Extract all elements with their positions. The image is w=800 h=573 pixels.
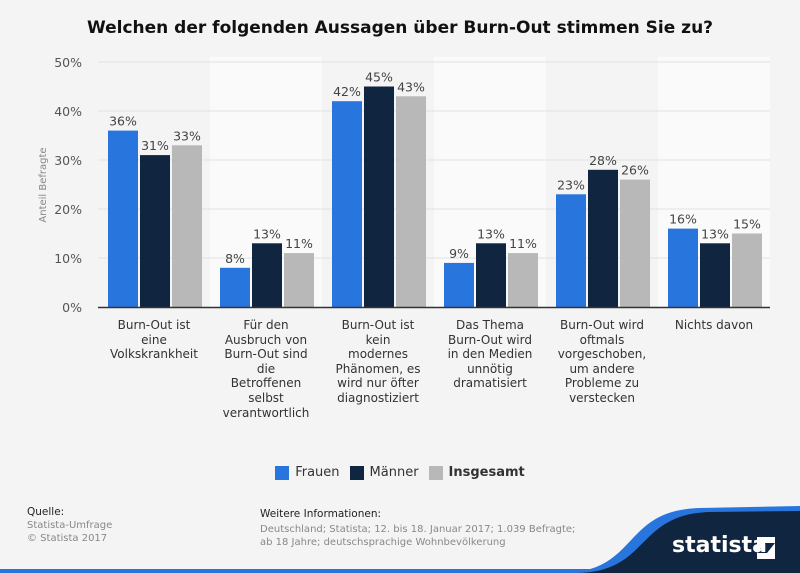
legend-label: Männer [369, 465, 419, 480]
data-label: 15% [733, 217, 761, 232]
chart-title: Welchen der folgenden Aussagen über Burn… [86, 18, 714, 38]
statista-logo: statista [672, 533, 767, 558]
legend-swatch [275, 465, 290, 480]
statista-logo-icon [757, 537, 775, 559]
legend-label: Frauen [295, 465, 340, 480]
y-tick-label: 20% [54, 202, 82, 217]
data-label: 43% [397, 79, 425, 94]
info-label: Weitere Informationen: [260, 508, 382, 520]
bar-frauen[interactable] [444, 262, 474, 307]
bar-männer[interactable] [364, 86, 394, 308]
x-category-label: Burn-Out wird oftmals vorgeschoben, um a… [557, 318, 647, 405]
data-label: 42% [333, 84, 361, 99]
x-category-label: Burn-Out ist eine Volkskrankheit [110, 318, 198, 362]
bar-frauen[interactable] [332, 101, 362, 307]
data-label: 36% [109, 114, 137, 129]
bar-frauen[interactable] [668, 228, 698, 307]
data-label: 31% [141, 138, 169, 153]
bar-männer[interactable] [588, 169, 618, 307]
bar-frauen[interactable] [220, 267, 250, 307]
bar-insgesamt[interactable] [620, 179, 650, 307]
bar-männer[interactable] [700, 243, 730, 307]
y-tick-label: 50% [54, 55, 82, 70]
x-category-label: Für den Ausbruch von Burn-Out sind die B… [222, 318, 310, 420]
data-label: 13% [253, 226, 281, 241]
data-label: 13% [477, 226, 505, 241]
copyright: © Statista 2017 [27, 533, 108, 544]
bar-männer[interactable] [140, 155, 170, 307]
legend-item-frauen[interactable]: Frauen [275, 465, 340, 480]
legend-item-insgesamt[interactable]: Insgesamt [428, 465, 525, 480]
bar-männer[interactable] [476, 243, 506, 307]
legend-item-männer[interactable]: Männer [349, 465, 419, 480]
bar-männer[interactable] [252, 243, 282, 307]
data-label: 8% [225, 251, 245, 266]
source-label: Quelle: [27, 506, 65, 518]
data-label: 11% [509, 236, 537, 251]
x-category-label: Nichts davon [674, 318, 754, 332]
bar-insgesamt[interactable] [172, 145, 202, 307]
legend: Frauen Männer Insgesamt [0, 465, 800, 480]
source-block: Quelle: Statista-Umfrage © Statista 2017 [27, 506, 112, 545]
data-label: 9% [449, 246, 469, 261]
data-label: 33% [173, 128, 201, 143]
y-axis-label: Anteil Befragte [38, 147, 49, 222]
data-label: 16% [669, 212, 697, 227]
bar-insgesamt[interactable] [396, 96, 426, 307]
data-label: 26% [621, 163, 649, 178]
bar-insgesamt[interactable] [508, 253, 538, 307]
x-category-label: Burn-Out ist kein modernes Phänomen, es … [335, 318, 421, 405]
legend-swatch [428, 465, 443, 480]
data-label: 28% [589, 153, 617, 168]
legend-label: Insgesamt [448, 465, 525, 480]
y-tick-label: 30% [54, 153, 82, 168]
info-block: Weitere Informationen: Deutschland; Stat… [260, 508, 590, 549]
data-label: 11% [285, 236, 313, 251]
y-tick-label: 0% [62, 300, 82, 315]
source-text[interactable]: Statista-Umfrage [27, 520, 113, 531]
x-category-label: Das Thema Burn-Out wird in den Medien un… [447, 318, 533, 391]
y-tick-label: 40% [54, 104, 82, 119]
legend-swatch [349, 465, 364, 480]
y-tick-label: 10% [54, 251, 82, 266]
bar-frauen[interactable] [108, 130, 138, 307]
info-text: Deutschland; Statista; 12. bis 18. Janua… [260, 524, 576, 548]
data-label: 13% [701, 226, 729, 241]
data-label: 45% [365, 70, 393, 85]
bar-insgesamt[interactable] [732, 233, 762, 308]
data-label: 23% [557, 177, 585, 192]
bar-frauen[interactable] [556, 194, 586, 307]
bar-chart: 0% 10% 20% 30% 40% 50% Anteil Befragte 36% 8% 42%… [38, 55, 770, 315]
bar-insgesamt[interactable] [284, 253, 314, 307]
